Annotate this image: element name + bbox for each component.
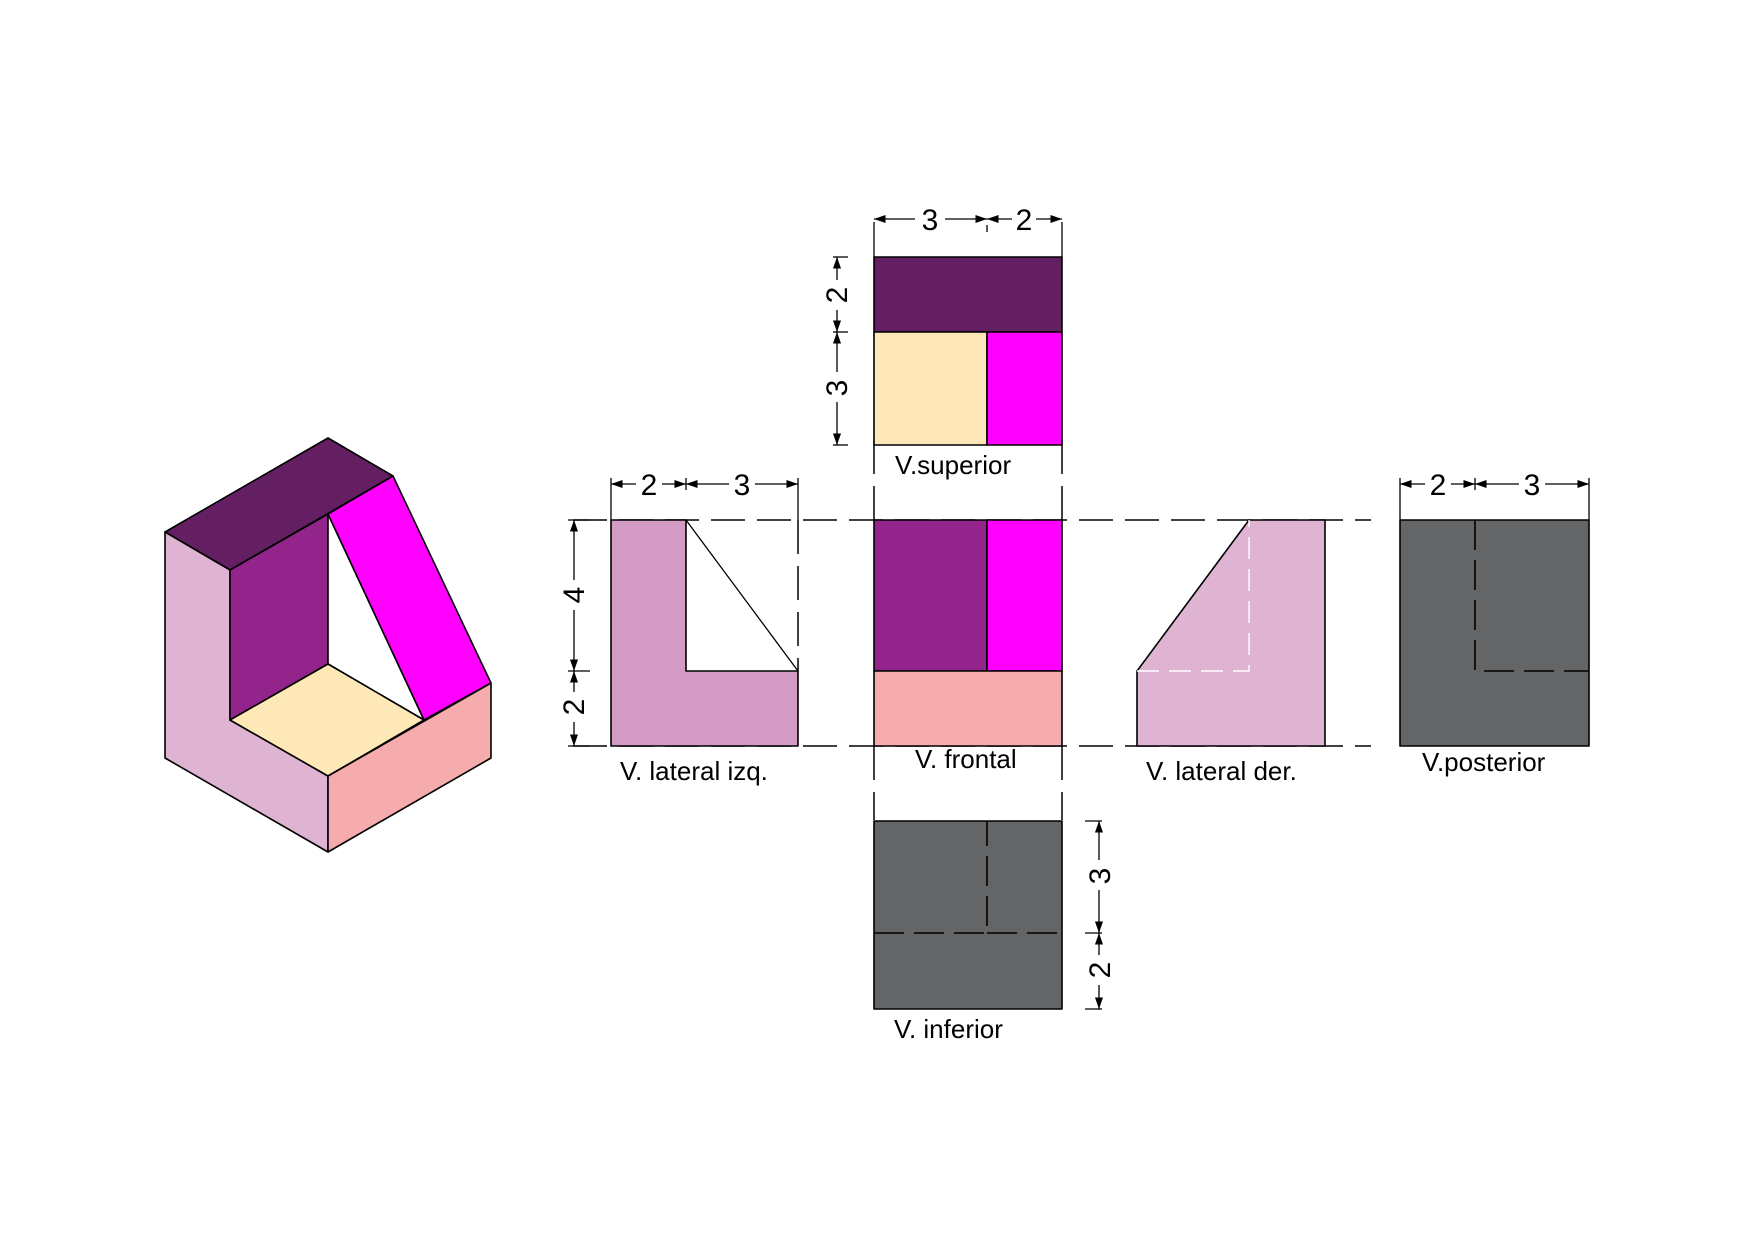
- view-lateral-izq: 2 3 4 2 V. lateral izq.: [558, 468, 799, 786]
- dim-bottom-depth-b: 2: [1084, 962, 1117, 979]
- label-v-frontal: V. frontal: [915, 744, 1017, 774]
- view-superior: 3 2 2 3 V.superior: [821, 203, 1063, 480]
- dim-height-a: 4: [558, 587, 591, 604]
- frontal-salmon-strip: [873, 670, 1063, 747]
- dim-left-width-a: 2: [641, 469, 658, 502]
- lateral-izq-diagonal: [685, 519, 799, 672]
- dim-bg-top-b: [1012, 203, 1036, 233]
- dim-bg-post-a: [1425, 468, 1451, 498]
- dim-bottom-depth-a: 3: [1084, 868, 1117, 885]
- inferior-rect: [873, 820, 1063, 1010]
- view-lateral-der: V. lateral der.: [1136, 519, 1326, 786]
- superior-top-strip: [873, 256, 1063, 333]
- dim-back-width-b: 3: [1524, 469, 1541, 502]
- label-v-lateral-izq: V. lateral izq.: [620, 756, 768, 786]
- superior-magenta-rect: [986, 331, 1063, 446]
- dim-bg-lat-izq-a: [636, 468, 662, 498]
- lateral-der-hidden-lines: [1137, 520, 1250, 672]
- dim-bg-lat-izq-b: [729, 468, 755, 498]
- label-v-posterior: V.posterior: [1422, 747, 1546, 777]
- dim-top-depth-a: 2: [821, 287, 854, 304]
- view-frontal: V. frontal: [873, 519, 1063, 774]
- dim-bg-left-b: [822, 372, 850, 402]
- dim-bg-left-a: [822, 280, 850, 310]
- posterior-hidden-lines: [1474, 520, 1589, 672]
- view-inferior: 3 2 V. inferior: [873, 820, 1117, 1044]
- label-v-inferior: V. inferior: [894, 1014, 1003, 1044]
- dim-top-width-b: 2: [1016, 204, 1033, 237]
- iso-right-front-face: [327, 682, 492, 853]
- dim-bg-height-a: [560, 580, 588, 610]
- superior-cream-square: [873, 331, 988, 446]
- view-posterior: 2 3 V.posterior: [1399, 468, 1590, 777]
- dim-back-width-a: 2: [1430, 469, 1447, 502]
- dim-bg-top-a: [915, 203, 945, 233]
- dim-top-width-a: 3: [922, 204, 939, 237]
- label-v-superior: V.superior: [895, 450, 1011, 480]
- inferior-hidden-lines-a: [874, 821, 988, 934]
- dim-top-depth-b: 3: [821, 380, 854, 397]
- frontal-magenta-rect: [986, 519, 1063, 672]
- frontal-purple-rect: [873, 519, 988, 672]
- dim-left-width-b: 3: [734, 469, 751, 502]
- isometric-piece: [164, 437, 492, 853]
- dim-bg-inf-b: [1086, 955, 1114, 985]
- dim-bg-height-b: [560, 692, 588, 722]
- dim-bg-inf-a: [1086, 860, 1114, 890]
- dim-bg-post-b: [1519, 468, 1545, 498]
- lateral-der-shape: [1136, 519, 1326, 747]
- label-v-lateral-der: V. lateral der.: [1146, 756, 1297, 786]
- posterior-rect: [1399, 519, 1590, 747]
- dim-height-b: 2: [558, 699, 591, 716]
